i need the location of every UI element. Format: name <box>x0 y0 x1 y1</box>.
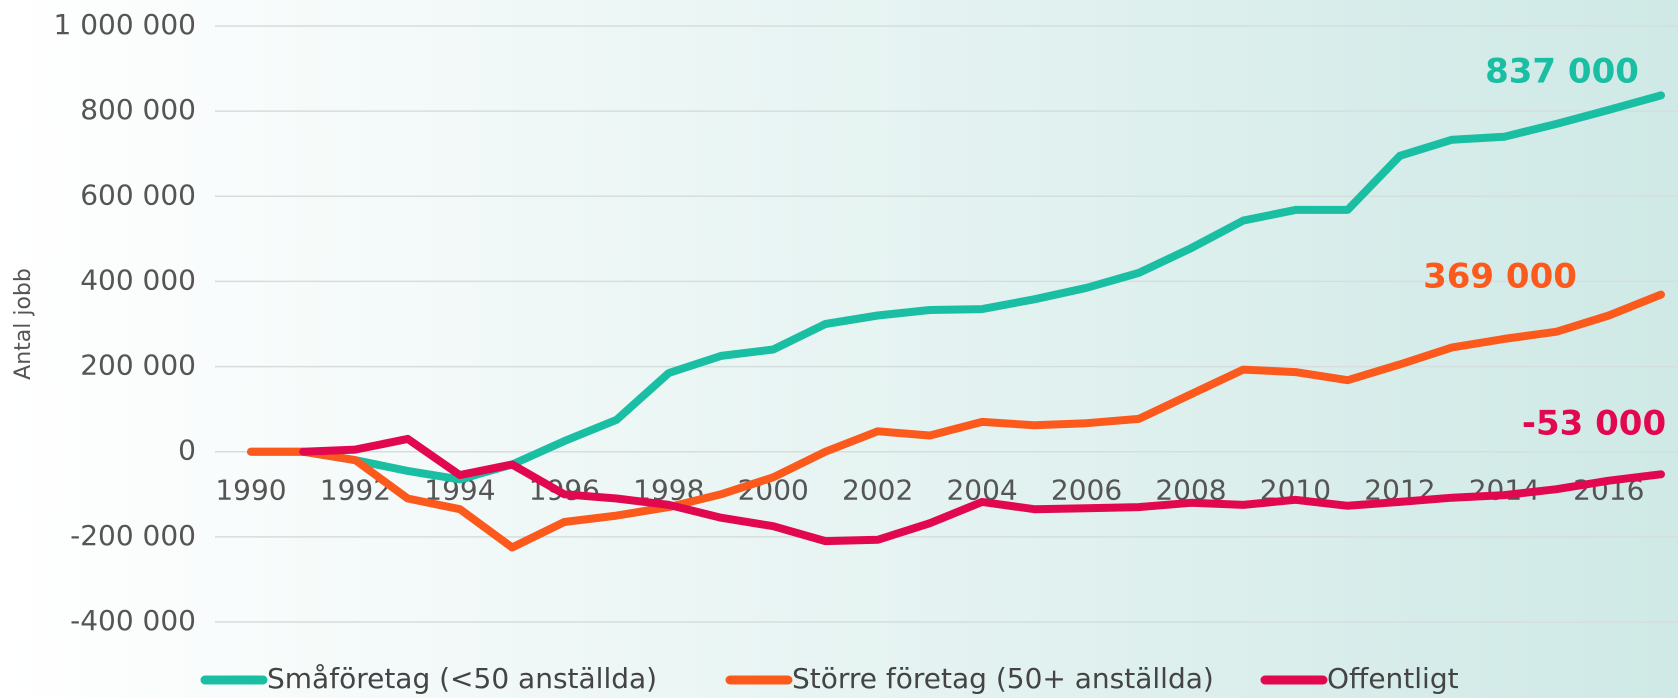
y-tick-label: 800 000 <box>80 93 196 126</box>
annotation: 837 000 <box>1485 52 1639 92</box>
x-tick-label: 2006 <box>1051 474 1122 507</box>
y-tick-label: -400 000 <box>70 604 196 637</box>
annotation: 369 000 <box>1423 257 1577 297</box>
x-tick-label: 2002 <box>842 474 913 507</box>
y-tick-label: 400 000 <box>80 263 196 296</box>
line-series <box>299 434 1665 546</box>
legend-label: Offentligt <box>1327 662 1459 695</box>
y-tick-label: 0 <box>178 434 196 467</box>
y-axis-label: Antal jobb <box>11 268 36 380</box>
annotation: -53 000 <box>1522 404 1666 444</box>
y-tick-label: 200 000 <box>80 349 196 382</box>
y-tick-label: -200 000 <box>70 519 196 552</box>
y-tick-label: 1 000 000 <box>53 8 196 41</box>
legend-label: Större företag (50+ anställda) <box>792 662 1214 695</box>
legend-label: Småföretag (<50 anställda) <box>267 662 657 695</box>
y-tick-label: 600 000 <box>80 178 196 211</box>
x-tick-label: 1990 <box>215 474 286 507</box>
line-series <box>247 290 1665 552</box>
